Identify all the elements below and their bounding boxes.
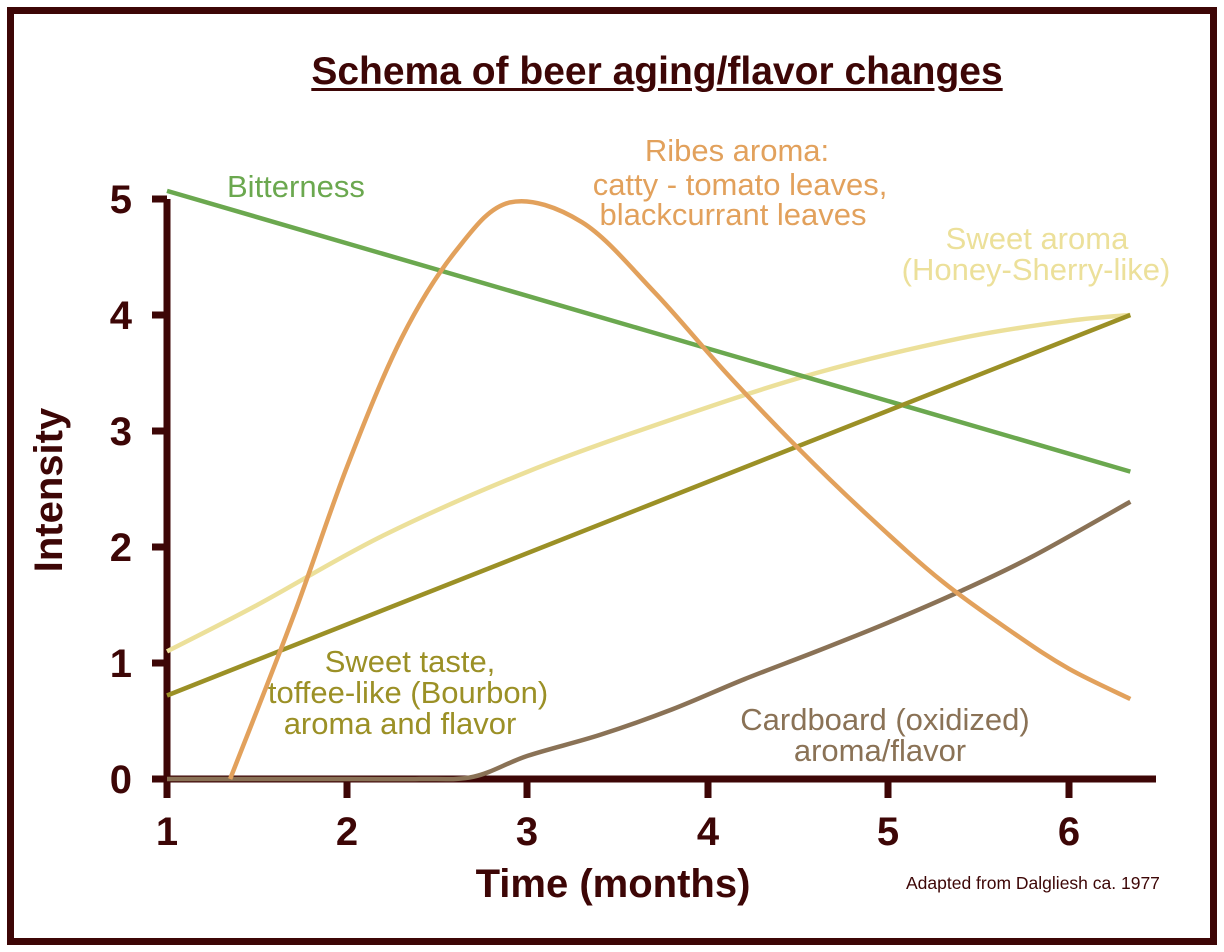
svg-text:Cardboard (oxidized): Cardboard (oxidized) [740,702,1029,737]
svg-text:3: 3 [516,810,538,854]
svg-text:Sweet taste,: Sweet taste, [325,644,496,679]
svg-text:2: 2 [336,810,358,854]
svg-text:Bitterness: Bitterness [227,169,365,204]
svg-text:0: 0 [110,758,132,802]
svg-text:4: 4 [697,810,720,854]
svg-text:toffee-like (Bourbon): toffee-like (Bourbon) [268,675,548,710]
svg-text:1: 1 [156,810,178,854]
svg-text:Time (months): Time (months) [476,862,751,906]
svg-text:Ribes aroma:: Ribes aroma: [645,133,829,168]
svg-text:(Honey-Sherry-like): (Honey-Sherry-like) [902,252,1171,287]
svg-text:3: 3 [110,410,132,454]
svg-text:6: 6 [1058,810,1080,854]
svg-text:Sweet aroma: Sweet aroma [946,221,1129,256]
svg-text:blackcurrant leaves: blackcurrant leaves [599,197,866,232]
svg-text:aroma/flavor: aroma/flavor [794,733,966,768]
svg-text:2: 2 [110,526,132,570]
svg-text:aroma and flavor: aroma and flavor [284,706,517,741]
svg-text:Intensity: Intensity [27,407,71,572]
svg-text:5: 5 [877,810,899,854]
svg-text:5: 5 [110,178,132,222]
svg-text:1: 1 [110,642,132,686]
svg-text:4: 4 [110,294,133,338]
